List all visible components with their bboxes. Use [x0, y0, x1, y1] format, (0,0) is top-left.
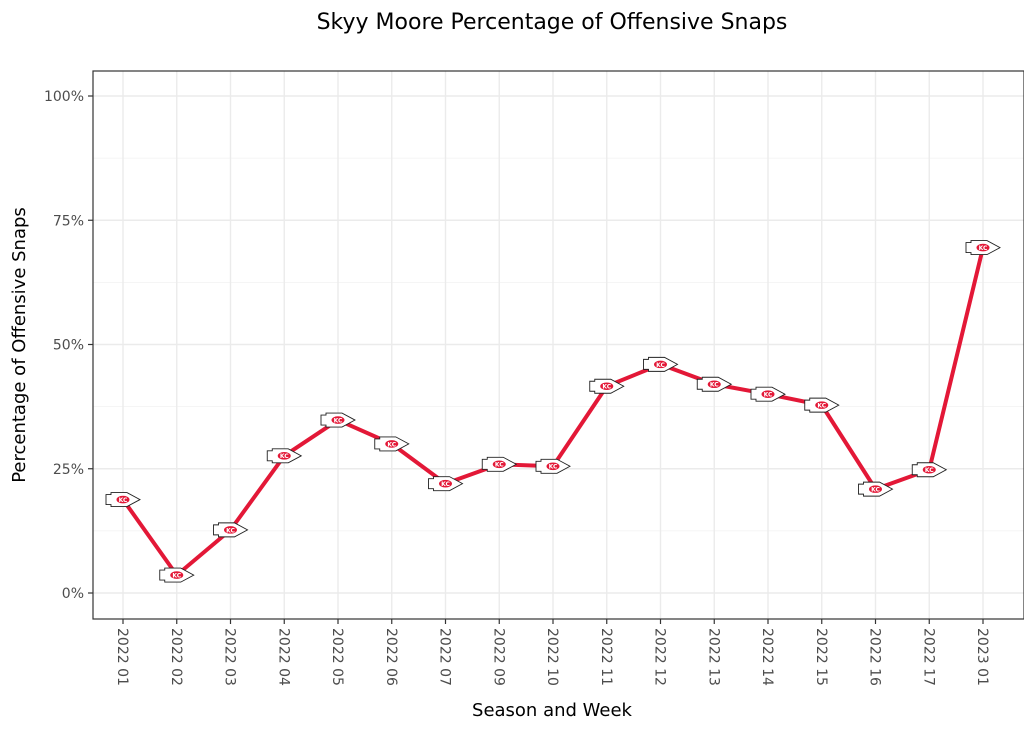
arrowhead-oval: [869, 485, 882, 493]
arrowhead-oval: [600, 382, 614, 391]
data-point-marker: KC: [911, 462, 948, 478]
arrowhead-oval: [546, 462, 560, 471]
arrowhead-letters: KC: [979, 245, 988, 252]
y-axis: 0% 25% 50% 75% 100%: [44, 89, 93, 602]
x-tick-label: 2022 09: [490, 628, 506, 686]
data-point-marker: KC: [535, 458, 571, 474]
arrowhead-letters: KC: [172, 573, 181, 580]
arrowhead-letters: KC: [925, 467, 934, 474]
arrowhead-letters: KC: [549, 464, 558, 471]
data-point-marker: KC: [858, 481, 894, 497]
x-tick-label: 2022 03: [222, 628, 238, 686]
arrowhead-oval: [170, 571, 184, 579]
data-point-marker: KC: [804, 397, 840, 413]
x-axis: 2022 01 2022 02 2022 03 2022 04 2022 05 2022 …: [114, 619, 990, 686]
arrowhead-letters: KC: [602, 384, 611, 391]
data-point-marker: KC: [213, 522, 249, 538]
x-tick-label: 2022 14: [759, 628, 775, 686]
data-point-marker: KC: [428, 476, 464, 492]
arrowhead-letters: KC: [119, 497, 128, 504]
x-tick-label: 2022 02: [168, 628, 184, 686]
arrowhead-letters: KC: [280, 453, 289, 460]
x-tick-label: 2022 12: [652, 628, 668, 686]
y-axis-title: Percentage of Offensive Snaps: [9, 207, 30, 483]
arrowhead-oval: [224, 526, 237, 534]
x-axis-title: Season and Week: [472, 700, 633, 721]
arrowhead-oval: [277, 452, 291, 460]
x-tick-label: 2022 07: [437, 628, 453, 686]
x-tick-label: 2022 13: [705, 628, 721, 686]
x-tick-label: 2022 11: [598, 628, 614, 686]
arrowhead-letters: KC: [871, 487, 880, 494]
y-tick-label: 50%: [53, 338, 84, 354]
y-tick-label: 0%: [62, 586, 84, 602]
arrowhead-oval: [976, 243, 990, 252]
arrowhead-oval: [922, 465, 936, 474]
arrowhead-letters: KC: [764, 392, 773, 399]
arrowhead-oval: [385, 440, 399, 448]
arrowhead-letters: KC: [495, 462, 504, 469]
data-point-marker: KC: [105, 492, 141, 508]
arrowhead-letters: KC: [334, 417, 343, 424]
y-tick-label: 75%: [53, 213, 84, 229]
data-point-marker: KC: [320, 412, 356, 428]
arrowhead-oval: [492, 460, 506, 469]
x-tick-label: 2022 04: [275, 628, 291, 686]
arrowhead-oval: [439, 479, 452, 488]
arrowhead-oval: [116, 495, 130, 504]
arrowhead-letters: KC: [387, 441, 396, 448]
data-point-marker: KC: [965, 240, 1001, 256]
y-tick-label: 100%: [44, 89, 84, 105]
arrowhead-oval: [815, 401, 829, 409]
data-point-marker: KC: [589, 378, 625, 394]
x-tick-label: 2022 10: [544, 628, 560, 686]
chart-title: Skyy Moore Percentage of Offensive Snaps: [317, 10, 788, 35]
data-point-marker: KC: [481, 456, 518, 472]
x-tick-label: 2022 16: [867, 628, 883, 686]
arrowhead-letters: KC: [656, 362, 665, 369]
x-tick-label: 2022 15: [813, 628, 829, 686]
arrowhead-oval: [707, 380, 721, 389]
x-tick-label: 2022 06: [383, 628, 399, 686]
arrowhead-letters: KC: [817, 403, 826, 410]
arrowhead-letters: KC: [441, 481, 450, 488]
arrowhead-oval: [761, 390, 775, 398]
y-tick-label: 25%: [53, 462, 84, 478]
arrowhead-oval: [654, 360, 667, 369]
x-tick-label: 2022 01: [114, 628, 130, 686]
data-point-marker: KC: [750, 386, 786, 402]
arrowhead-letters: KC: [226, 527, 235, 534]
data-point-marker: KC: [266, 448, 303, 464]
data-point-marker: KC: [696, 376, 733, 392]
data-point-marker: KC: [159, 567, 195, 583]
arrowhead-letters: KC: [710, 382, 719, 389]
data-point-marker: KC: [643, 356, 679, 372]
x-tick-label: 2023 01: [974, 628, 990, 686]
series-layer: KC KC KC KC KC KC KC KC KC KC KC KC KC KC KC KC KC: [105, 240, 1001, 583]
arrowhead-oval: [331, 416, 345, 424]
grid: [93, 71, 1024, 619]
data-point-marker: KC: [374, 436, 410, 452]
x-tick-label: 2022 05: [329, 628, 345, 686]
x-tick-label: 2022 17: [920, 628, 936, 686]
